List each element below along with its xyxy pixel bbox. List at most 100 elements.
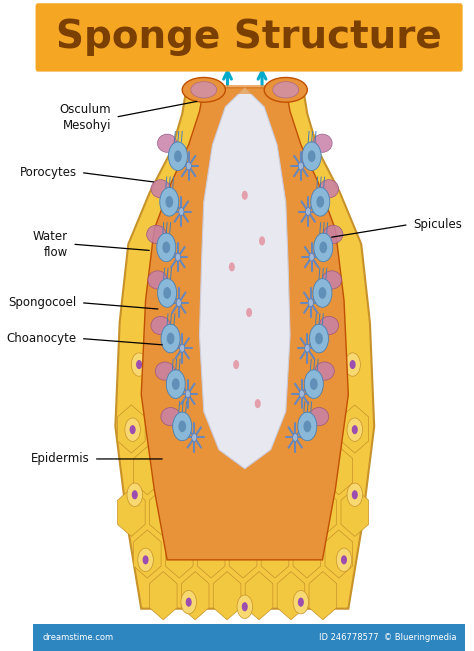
- Ellipse shape: [324, 225, 343, 243]
- Circle shape: [161, 324, 180, 353]
- Circle shape: [176, 299, 182, 307]
- Ellipse shape: [315, 362, 334, 380]
- Circle shape: [136, 360, 142, 369]
- Circle shape: [305, 344, 310, 352]
- Ellipse shape: [309, 408, 328, 426]
- Circle shape: [242, 602, 248, 611]
- Text: ID 246778577  © Blueringmedia: ID 246778577 © Blueringmedia: [319, 633, 456, 642]
- Polygon shape: [325, 447, 353, 495]
- Polygon shape: [293, 530, 321, 578]
- Circle shape: [186, 598, 191, 607]
- Polygon shape: [213, 405, 241, 453]
- Text: Osculum
Mesohyi: Osculum Mesohyi: [59, 103, 111, 132]
- Bar: [33, 624, 465, 651]
- Circle shape: [347, 483, 363, 506]
- Circle shape: [131, 353, 147, 376]
- Polygon shape: [149, 405, 177, 453]
- Circle shape: [309, 253, 314, 261]
- Circle shape: [132, 490, 138, 499]
- Polygon shape: [134, 530, 161, 578]
- Circle shape: [167, 333, 174, 344]
- Circle shape: [341, 555, 347, 564]
- Polygon shape: [229, 447, 257, 495]
- Circle shape: [303, 421, 311, 432]
- Polygon shape: [229, 530, 257, 578]
- Circle shape: [336, 548, 352, 572]
- Circle shape: [138, 548, 153, 572]
- Polygon shape: [149, 488, 177, 536]
- Polygon shape: [309, 488, 337, 536]
- Polygon shape: [165, 447, 193, 495]
- Circle shape: [157, 233, 176, 262]
- Polygon shape: [277, 488, 305, 536]
- Circle shape: [185, 390, 191, 398]
- Polygon shape: [309, 572, 337, 620]
- Ellipse shape: [148, 271, 167, 289]
- Circle shape: [308, 299, 313, 307]
- Circle shape: [168, 142, 187, 171]
- Polygon shape: [165, 530, 193, 578]
- Ellipse shape: [264, 77, 307, 102]
- Ellipse shape: [151, 180, 170, 198]
- Circle shape: [298, 412, 317, 441]
- Circle shape: [313, 279, 332, 307]
- Polygon shape: [277, 405, 305, 453]
- Circle shape: [229, 262, 235, 271]
- Circle shape: [127, 483, 143, 506]
- Circle shape: [237, 595, 253, 618]
- Polygon shape: [182, 572, 209, 620]
- Circle shape: [191, 434, 197, 441]
- Polygon shape: [213, 488, 241, 536]
- Circle shape: [302, 142, 321, 171]
- Circle shape: [172, 378, 180, 390]
- Circle shape: [293, 590, 309, 614]
- Circle shape: [316, 196, 324, 208]
- Circle shape: [310, 324, 328, 353]
- Polygon shape: [141, 88, 348, 560]
- Circle shape: [299, 390, 304, 398]
- Circle shape: [319, 287, 326, 299]
- Circle shape: [304, 370, 323, 398]
- Circle shape: [160, 187, 179, 216]
- Text: Choanocyte: Choanocyte: [7, 332, 76, 345]
- Polygon shape: [213, 572, 241, 620]
- Circle shape: [163, 287, 171, 299]
- Polygon shape: [118, 488, 145, 536]
- Polygon shape: [118, 405, 145, 453]
- Polygon shape: [261, 447, 289, 495]
- Circle shape: [292, 434, 298, 441]
- Ellipse shape: [191, 81, 217, 98]
- Circle shape: [178, 421, 186, 432]
- Circle shape: [350, 360, 356, 369]
- Circle shape: [143, 555, 148, 564]
- Circle shape: [163, 242, 170, 253]
- Polygon shape: [149, 572, 177, 620]
- Text: Spongocoel: Spongocoel: [8, 296, 76, 309]
- Polygon shape: [182, 405, 209, 453]
- Circle shape: [180, 344, 185, 352]
- Ellipse shape: [273, 81, 299, 98]
- Polygon shape: [134, 447, 161, 495]
- Polygon shape: [182, 488, 209, 536]
- Polygon shape: [341, 405, 369, 453]
- Polygon shape: [245, 572, 273, 620]
- Circle shape: [347, 418, 363, 441]
- Circle shape: [352, 425, 358, 434]
- Text: Sponge Structure: Sponge Structure: [56, 18, 442, 56]
- Polygon shape: [245, 488, 273, 536]
- Circle shape: [319, 242, 327, 253]
- Ellipse shape: [319, 180, 338, 198]
- Ellipse shape: [319, 316, 338, 335]
- Circle shape: [233, 360, 239, 369]
- Polygon shape: [293, 447, 321, 495]
- Polygon shape: [187, 85, 303, 94]
- Circle shape: [181, 590, 196, 614]
- Polygon shape: [261, 530, 289, 578]
- Polygon shape: [325, 530, 353, 578]
- Text: dreamstime.com: dreamstime.com: [42, 633, 113, 642]
- Polygon shape: [309, 405, 337, 453]
- Ellipse shape: [155, 362, 175, 380]
- Circle shape: [175, 253, 181, 261]
- Circle shape: [255, 399, 261, 408]
- Ellipse shape: [313, 134, 332, 152]
